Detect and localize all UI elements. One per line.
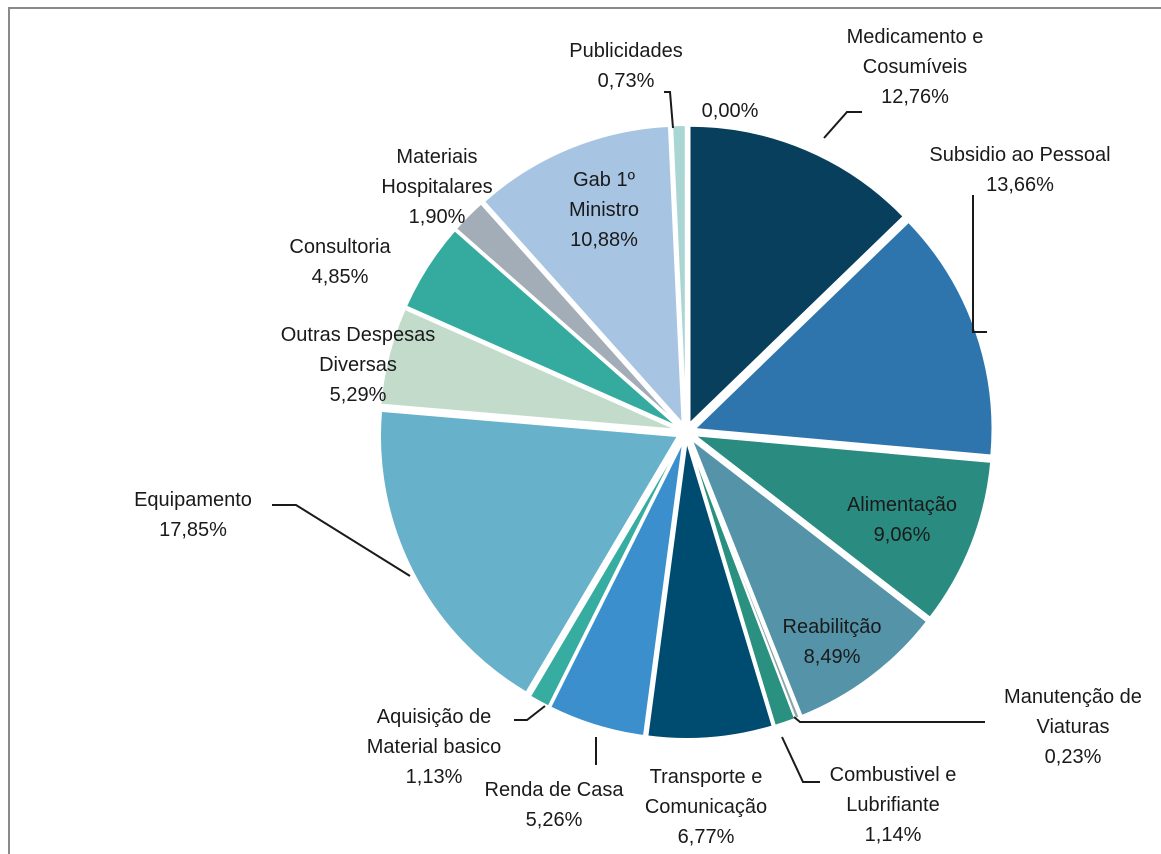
slice-label: Subsidio ao Pessoal 13,66% [905, 140, 1135, 200]
value-label: 0,23% [1044, 746, 1102, 768]
pie-slice [482, 124, 684, 427]
slice-label: Materiais Hospitalares 1,90% [367, 142, 507, 232]
slice-label: Outras Despesas Diversas 5,29% [273, 320, 443, 410]
slice-label: Alimentação 9,06% [827, 490, 977, 550]
pie-slice [528, 439, 683, 708]
slice-label: Gab 1º Ministro 10,88% [549, 165, 659, 255]
slice-label: Equipamento 17,85% [113, 485, 273, 545]
pie-slice [404, 228, 680, 429]
pie-slice [646, 440, 774, 740]
category-label: Combustivel e Lubrifiante [829, 764, 957, 816]
pie-slice [689, 436, 929, 718]
slice-label: 0,00% [680, 96, 780, 126]
category-label: Equipamento [134, 489, 252, 511]
category-label: Renda de Casa [484, 779, 624, 801]
value-label: 4,85% [311, 266, 369, 288]
value-label: 0,73% [597, 70, 655, 92]
value-label: 5,29% [329, 384, 387, 406]
leader-line [793, 716, 985, 723]
leader-line [823, 111, 862, 139]
value-label: 17,85% [159, 519, 227, 541]
value-label: 8,49% [803, 646, 861, 668]
value-label: 10,88% [570, 229, 638, 251]
value-label: 0,00% [701, 100, 759, 122]
category-label: Alimentação [846, 494, 958, 516]
value-label: 6,77% [677, 826, 735, 848]
pie-slice [454, 202, 681, 427]
value-label: 9,06% [873, 524, 931, 546]
leader-line [972, 195, 987, 333]
slice-label: Aquisição de Material basico 1,13% [354, 702, 514, 792]
pie-slice [691, 433, 993, 620]
category-label: Manutenção de Viaturas [1004, 686, 1142, 738]
slice-label: Transporte e Comunicação 6,77% [631, 762, 781, 852]
slice-label: Manutenção de Viaturas 0,23% [988, 682, 1158, 772]
pie-slice [379, 409, 680, 694]
slice-label: Medicamento e Cosumíveis 12,76% [825, 22, 1005, 112]
leader-line [781, 736, 820, 783]
slice-label: Publicidades 0,73% [551, 36, 701, 96]
leader-line [664, 91, 674, 129]
pie-slice [692, 220, 994, 457]
value-label: 1,90% [408, 206, 466, 228]
pie-slice [379, 307, 678, 431]
value-label: 13,66% [986, 174, 1054, 196]
category-label: Transporte e Comunicação [644, 766, 768, 818]
value-label: 12,76% [881, 86, 949, 108]
category-label: Materiais Hospitalares [381, 146, 493, 198]
value-label: 5,26% [525, 809, 583, 831]
category-label: Gab 1º Ministro [568, 169, 639, 221]
value-label: 1,14% [864, 824, 922, 846]
value-label: 1,13% [405, 766, 463, 788]
category-label: Medicamento e Cosumíveis [846, 26, 984, 78]
category-label: Consultoria [289, 236, 391, 258]
frame [8, 7, 1161, 854]
slice-label: Combustivel e Lubrifiante 1,14% [818, 760, 968, 850]
slice-label: Renda de Casa 5,26% [479, 775, 629, 835]
leader-line [514, 705, 546, 721]
slice-label: Consultoria 4,85% [280, 232, 400, 292]
pie-slice [688, 124, 906, 427]
slice-label: Reabilitção 8,49% [762, 612, 902, 672]
category-label: Aquisição de Material basico [366, 706, 502, 758]
category-label: Outras Despesas Diversas [280, 324, 436, 376]
category-label: Reabilitção [782, 616, 882, 638]
pie-slice [548, 440, 685, 738]
leader-line [272, 504, 411, 577]
category-label: Subsidio ao Pessoal [929, 144, 1111, 166]
category-label: Publicidades [569, 40, 683, 62]
